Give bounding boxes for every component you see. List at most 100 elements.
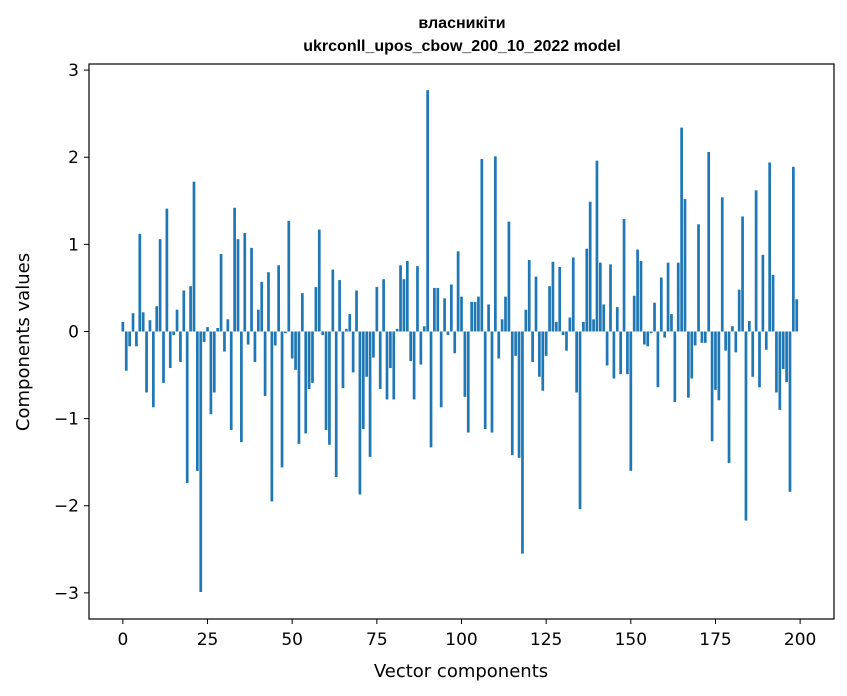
bar-component-69 — [355, 290, 358, 332]
bar-component-13 — [165, 208, 169, 332]
bar-component-12 — [162, 331, 165, 383]
x-tick-label-50: 50 — [281, 630, 303, 650]
bar-component-41 — [260, 281, 264, 332]
bar-component-153 — [639, 260, 643, 332]
bar-component-152 — [636, 249, 639, 332]
bar-component-148 — [622, 219, 626, 332]
y-axis-label: Components values — [13, 253, 34, 431]
bar-component-137 — [585, 248, 589, 332]
bar-component-156 — [649, 331, 653, 334]
bar-component-83 — [402, 279, 406, 332]
bar-component-143 — [605, 331, 609, 366]
bar-component-120 — [527, 260, 531, 332]
bar-component-102 — [466, 331, 470, 433]
bar-component-76 — [378, 331, 382, 389]
x-tick-label-100: 100 — [445, 630, 477, 650]
bar-component-49 — [287, 220, 291, 332]
bar-component-199 — [795, 299, 799, 332]
bar-component-55 — [307, 331, 311, 389]
x-axis-label: Vector components — [374, 661, 548, 682]
bar-component-96 — [446, 331, 450, 335]
bar-component-131 — [565, 331, 568, 351]
bar-component-194 — [778, 331, 782, 410]
bar-component-158 — [656, 331, 660, 388]
bar-component-42 — [263, 331, 267, 396]
bar-component-45 — [273, 331, 277, 346]
bar-component-195 — [781, 331, 785, 369]
bar-component-54 — [304, 331, 308, 434]
bar-component-136 — [582, 321, 585, 332]
bar-component-163 — [673, 331, 677, 403]
bar-component-32 — [229, 331, 233, 430]
bar-component-19 — [185, 331, 189, 484]
bar-component-11 — [158, 239, 162, 332]
bar-component-162 — [670, 314, 673, 332]
bar-component-27 — [212, 331, 216, 393]
bar-component-186 — [751, 331, 755, 377]
bar-component-114 — [507, 221, 511, 332]
bar-component-21 — [192, 181, 196, 332]
bar-component-2 — [128, 331, 131, 347]
bar-component-189 — [761, 254, 765, 332]
bar-component-198 — [792, 166, 795, 332]
x-tick-label-200: 200 — [784, 630, 816, 650]
x-tick-label-75: 75 — [366, 630, 388, 650]
bar-component-44 — [270, 331, 274, 502]
bar-component-67 — [348, 314, 352, 332]
x-tick-label-125: 125 — [530, 630, 562, 650]
x-axis-ticks: 0 25 50 75 100 125 150 175 200 — [117, 619, 816, 650]
bar-component-33 — [233, 207, 236, 332]
bar-component-48 — [284, 331, 287, 334]
bar-component-178 — [724, 331, 727, 351]
bar-component-128 — [554, 321, 558, 332]
bar-component-16 — [175, 309, 179, 332]
bar-component-122 — [534, 276, 538, 332]
bar-component-109 — [490, 331, 494, 433]
bar-component-38 — [250, 247, 253, 332]
bar-component-149 — [626, 331, 629, 375]
bar-component-52 — [297, 331, 301, 444]
bar-component-81 — [395, 328, 399, 332]
bar-component-197 — [788, 331, 792, 492]
bar-component-20 — [189, 286, 192, 332]
bar-component-90 — [426, 90, 429, 332]
bar-component-116 — [514, 331, 518, 356]
bar-component-154 — [643, 331, 646, 345]
bar-component-107 — [483, 331, 487, 430]
bar-component-98 — [453, 331, 457, 354]
bar-component-126 — [548, 286, 551, 332]
bar-component-37 — [246, 331, 250, 345]
y-tick-label-2: 2 — [68, 148, 79, 168]
y-tick-label-3: 3 — [68, 61, 79, 81]
bar-component-139 — [592, 319, 595, 332]
bar-component-87 — [416, 266, 419, 332]
bar-component-51 — [294, 331, 297, 370]
bar-component-14 — [168, 331, 172, 369]
bar-component-9 — [151, 331, 155, 408]
bar-component-95 — [443, 298, 446, 332]
y-tick-label-1: 1 — [68, 235, 79, 255]
bar-component-17 — [179, 331, 182, 362]
bar-series — [121, 90, 799, 592]
bar-component-46 — [277, 265, 280, 332]
bar-component-104 — [473, 301, 477, 332]
x-tick-label-175: 175 — [699, 630, 731, 650]
bar-component-78 — [385, 331, 389, 400]
bar-component-164 — [676, 262, 680, 332]
bar-component-58 — [317, 229, 321, 332]
bar-component-30 — [223, 331, 226, 352]
bar-component-105 — [477, 296, 480, 332]
bar-component-94 — [439, 331, 443, 408]
bar-component-0 — [121, 321, 125, 332]
bar-component-173 — [707, 151, 711, 332]
bar-component-25 — [206, 327, 209, 332]
bar-component-121 — [531, 331, 534, 362]
bar-component-115 — [510, 331, 514, 456]
bar-component-161 — [666, 262, 670, 332]
bar-component-117 — [517, 331, 521, 458]
bar-component-88 — [419, 331, 423, 365]
bar-component-130 — [561, 331, 565, 335]
bar-component-192 — [771, 274, 775, 332]
bar-component-165 — [680, 127, 683, 332]
